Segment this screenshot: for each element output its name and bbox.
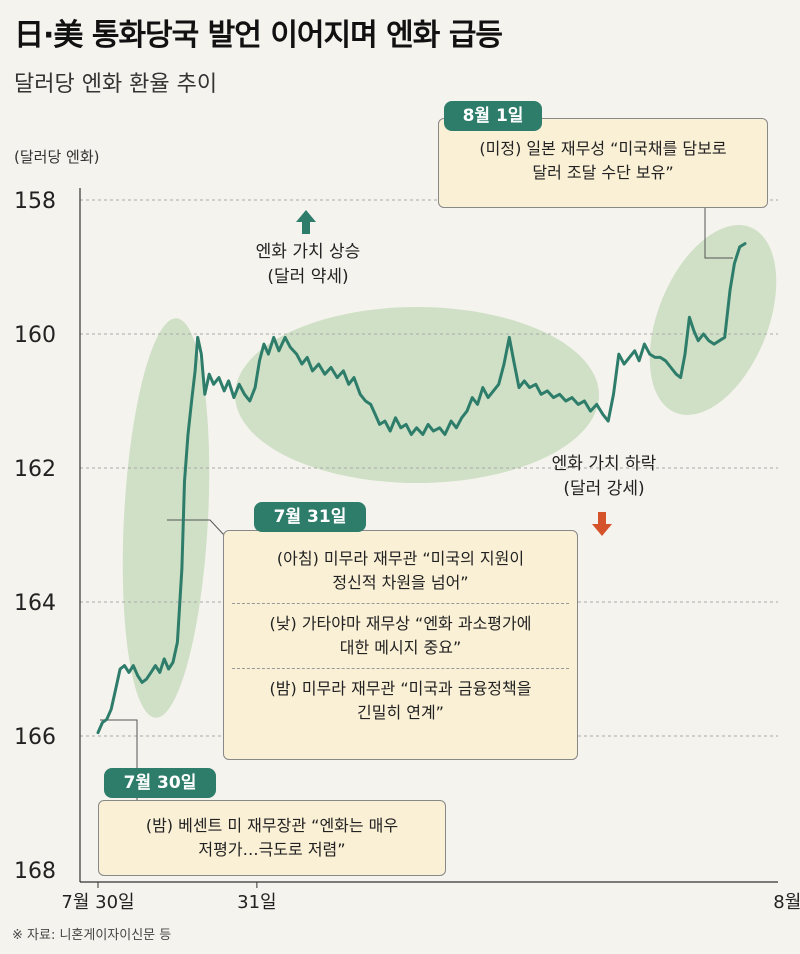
callout-jul30: (밤) 베센트 미 재무장관 “엔화는 매우 저평가…극도로 저렴”	[98, 800, 446, 876]
date-pill-jul31: 7월 31일	[254, 502, 366, 532]
series-line-usdjpy	[96, 242, 747, 735]
callout-aug1: (미정) 일본 재무성 “미국채를 담보로 달러 조달 수단 보유”	[438, 118, 768, 208]
arrow-up-icon	[296, 210, 316, 234]
page-title: 日·美 통화당국 발언 이어지며 엔화 급등	[14, 18, 503, 53]
y-tick-label: 164	[14, 591, 56, 616]
callout-jul30-line1: (밤) 베센트 미 재무장관 “엔화는 매우	[145, 816, 399, 835]
highlight-jul31-spike	[122, 318, 210, 718]
callout-jul31-item2-line2: 대한 메시지 중요”	[339, 638, 462, 657]
annotation-yen-up-line2: (달러 약세)	[267, 267, 349, 287]
arrows	[296, 210, 612, 536]
page-subtitle: 달러당 엔화 환율 추이	[14, 72, 218, 97]
callout-jul31-item3-line1: (밤) 미무라 재무관 “미국과 금융정책을	[269, 679, 532, 698]
date-pill-jul30: 7월 30일	[104, 768, 216, 798]
x-tick-label: 8월 1일	[773, 892, 800, 913]
callout-jul31: (아침) 미무라 재무관 “미국의 지원이 정신적 차원을 넘어” (낮) 가타…	[223, 530, 578, 760]
y-tick-labels: 158 160 162 164 166 168	[14, 189, 56, 884]
callout-aug1-line2: 달러 조달 수단 보유”	[532, 163, 674, 182]
y-tick-label: 168	[14, 859, 56, 884]
highlight-aug1-rise	[649, 225, 777, 415]
x-tick-label: 7월 30일	[61, 892, 134, 913]
x-tick-labels: 7월 30일 31일 8월 1일	[61, 882, 800, 913]
date-pill-aug1: 8월 1일	[444, 101, 542, 131]
leader-jul31	[167, 519, 225, 536]
source-note: ※ 자료: 니혼게이자이신문 등	[12, 928, 172, 943]
annotation-yen-down-line2: (달러 강세)	[563, 479, 645, 499]
callout-aug1-line1: (미정) 일본 재무성 “미국채를 담보로	[479, 139, 727, 158]
annotation-yen-down: 엔화 가치 하락 (달러 강세)	[534, 452, 674, 502]
callout-jul30-line2: 저평가…극도로 저렴”	[198, 840, 346, 859]
y-axis-unit-label: (달러당 엔화)	[14, 148, 100, 166]
y-tick-label: 158	[14, 189, 56, 214]
callout-jul31-item2-line1: (낮) 가타야마 재무상 “엔화 과소평가에	[269, 614, 532, 633]
x-tick-label: 31일	[237, 892, 276, 913]
y-tick-label: 162	[14, 457, 56, 482]
y-tick-label: 166	[14, 725, 56, 750]
callout-separator	[232, 603, 569, 604]
annotation-yen-down-line1: 엔화 가치 하락	[551, 454, 657, 474]
annotation-yen-up-line1: 엔화 가치 상승	[255, 242, 361, 262]
annotation-yen-up: 엔화 가치 상승 (달러 약세)	[238, 240, 378, 290]
callout-jul31-item1-line1: (아침) 미무라 재무관 “미국의 지원이	[276, 549, 525, 568]
arrow-down-icon	[592, 512, 612, 536]
leader-aug1	[704, 205, 733, 259]
callout-jul31-item3-line2: 긴밀히 연계”	[357, 703, 444, 722]
callout-jul31-item1-line2: 정신적 차원을 넘어”	[332, 573, 469, 592]
y-tick-label: 160	[14, 323, 56, 348]
callout-separator	[232, 668, 569, 669]
